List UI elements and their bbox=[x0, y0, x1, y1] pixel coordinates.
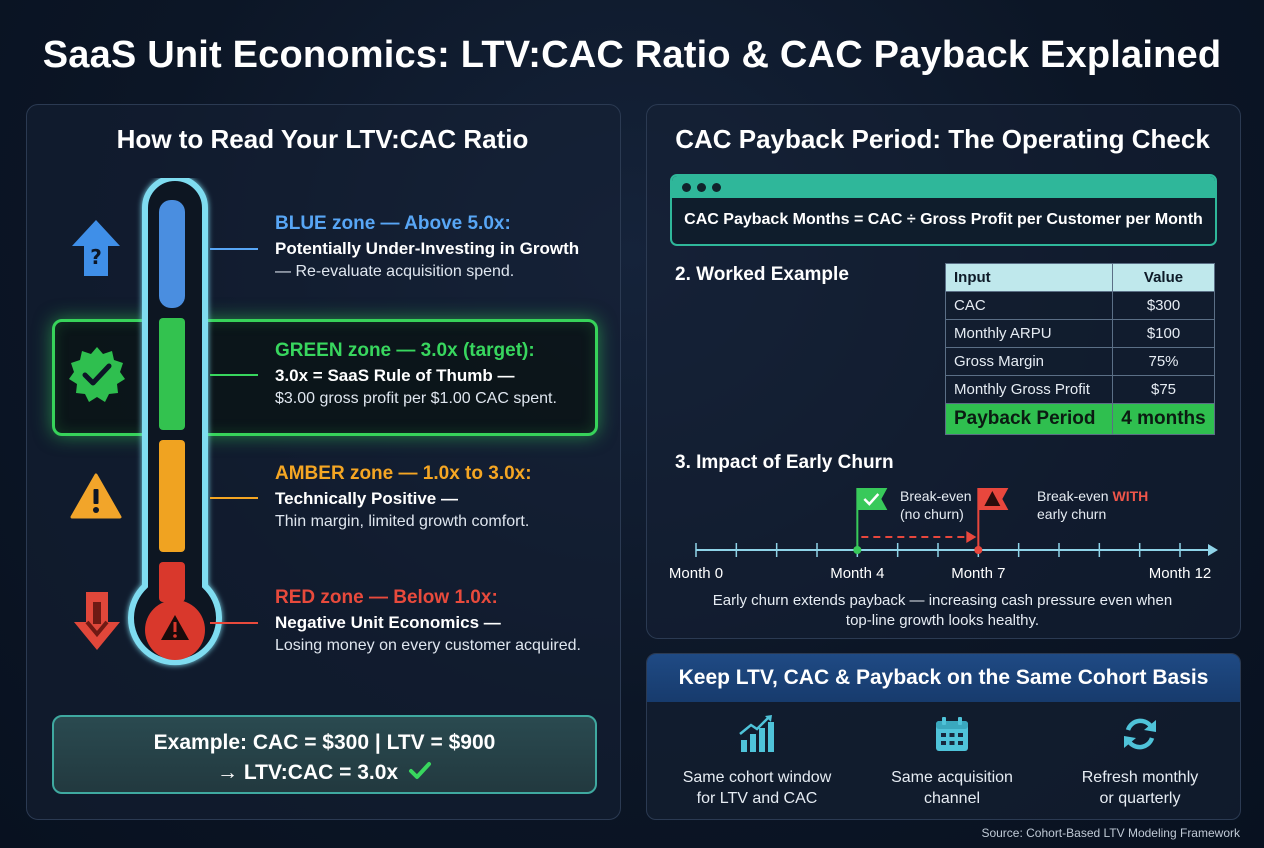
red-zone-line1: Negative Unit Economics — bbox=[275, 613, 501, 632]
green-zone-heading: GREEN zone — 3.0x (target): bbox=[275, 340, 535, 361]
cohort-item-refresh: Refresh monthly or quarterly bbox=[1045, 714, 1235, 809]
blue-zone-description: BLUE zone — Above 5.0x: Potentially Unde… bbox=[275, 213, 605, 281]
blue-zone-line1: Potentially Under-Investing in Growth bbox=[275, 239, 580, 258]
calendar-icon bbox=[936, 717, 968, 751]
cohort-item-window-line2: for LTV and CAC bbox=[696, 790, 818, 807]
worked-example-title: 2. Worked Example bbox=[675, 264, 849, 285]
payback-formula: CAC Payback Months = CAC ÷ Gross Profit … bbox=[684, 211, 1203, 228]
svg-text:?: ? bbox=[90, 245, 102, 269]
window-dot-icon bbox=[697, 183, 706, 192]
red-zone-heading: RED zone — Below 1.0x: bbox=[275, 587, 498, 608]
formula-title-bar bbox=[672, 176, 1215, 198]
thermometer-gauge bbox=[128, 178, 222, 666]
green-zone-connector bbox=[210, 374, 258, 376]
timeline-label-month-4: Month 4 bbox=[830, 565, 885, 582]
amber-zone-description: AMBER zone — 1.0x to 3.0x: Technically P… bbox=[275, 463, 605, 531]
blue-zone-heading: BLUE zone — Above 5.0x: bbox=[275, 213, 511, 234]
warning-triangle-icon bbox=[70, 473, 122, 519]
payback-formula-window: CAC Payback Months = CAC ÷ Gross Profit … bbox=[670, 174, 1217, 246]
payback-result-label: Payback Period bbox=[945, 403, 1113, 435]
table-cell-input: CAC bbox=[945, 291, 1113, 320]
window-dot-icon bbox=[682, 183, 691, 192]
timeline-label-month-7: Month 7 bbox=[951, 565, 1006, 582]
arrow-down-icon bbox=[74, 592, 120, 650]
table-row: Monthly ARPU $100 bbox=[945, 319, 1215, 348]
red-zone-connector bbox=[210, 622, 258, 624]
green-zone-line2: $3.00 gross profit per $1.00 CAC spent. bbox=[275, 390, 557, 407]
timeline-label-month-0: Month 0 bbox=[668, 565, 724, 582]
check-badge-icon bbox=[69, 347, 125, 402]
green-segment bbox=[159, 318, 185, 430]
blue-zone-connector bbox=[210, 248, 258, 250]
timeline-label-month-12: Month 12 bbox=[1148, 565, 1212, 582]
table-row: Gross Margin 75% bbox=[945, 347, 1215, 376]
worked-example-table: Input Value CAC $300 Monthly ARPU $100 G… bbox=[945, 263, 1215, 435]
source-note: Source: Cohort-Based LTV Modeling Framew… bbox=[981, 826, 1240, 840]
amber-zone-line2: Thin margin, limited growth comfort. bbox=[275, 513, 530, 530]
breakeven-no-churn-flag-icon bbox=[853, 488, 888, 554]
table-cell-value: 75% bbox=[1112, 347, 1215, 376]
amber-segment bbox=[159, 440, 185, 552]
early-churn-note-line2: top-line growth looks healthy. bbox=[845, 612, 1040, 629]
churn-delay-arrowhead bbox=[966, 531, 977, 543]
example-line1: Example: CAC = $300 | LTV = $900 bbox=[153, 731, 496, 754]
table-cell-input: Gross Margin bbox=[945, 347, 1113, 376]
table-header-input: Input bbox=[945, 263, 1113, 292]
green-zone-line1: 3.0x = SaaS Rule of Thumb — bbox=[275, 366, 515, 385]
table-row: CAC $300 bbox=[945, 291, 1215, 320]
table-cell-value: $100 bbox=[1112, 319, 1215, 348]
breakeven-with-churn-highlight: WITH bbox=[1112, 488, 1149, 504]
cohort-basis-panel: Keep LTV, CAC & Payback on the Same Coho… bbox=[646, 653, 1241, 820]
table-header-row: Input Value bbox=[945, 263, 1215, 292]
cohort-item-refresh-line1: Refresh monthly bbox=[1081, 769, 1199, 786]
cac-payback-panel-title: CAC Payback Period: The Operating Check bbox=[675, 124, 1210, 154]
table-cell-value: $300 bbox=[1112, 291, 1215, 320]
cohort-item-channel-line1: Same acquisition bbox=[891, 769, 1013, 786]
breakeven-with-churn-flag-icon bbox=[974, 488, 1009, 554]
ltv-cac-panel-title: How to Read Your LTV:CAC Ratio bbox=[116, 124, 529, 154]
red-segment bbox=[159, 562, 185, 602]
cohort-item-refresh-line2: or quarterly bbox=[1099, 790, 1181, 807]
example-line2: → LTV:CAC = 3.0x bbox=[217, 761, 399, 784]
early-churn-note-line1: Early churn extends payback — increasing… bbox=[712, 592, 1173, 609]
refresh-icon bbox=[1124, 718, 1156, 750]
breakeven-with-churn-label: Break-even WITH early churn bbox=[1037, 487, 1148, 523]
checkmark-icon bbox=[408, 762, 431, 779]
blue-segment bbox=[159, 200, 185, 308]
table-header-value: Value bbox=[1112, 263, 1215, 292]
bar-chart-icon bbox=[739, 715, 774, 752]
table-cell-input: Monthly ARPU bbox=[945, 319, 1113, 348]
cohort-item-channel-line2: channel bbox=[923, 790, 981, 807]
payback-result-row: Payback Period 4 months bbox=[945, 403, 1215, 435]
ltv-cac-panel bbox=[26, 104, 621, 820]
timeline-arrow-icon bbox=[1208, 544, 1218, 556]
cohort-item-window: Same cohort window for LTV and CAC bbox=[662, 714, 852, 809]
window-dot-icon bbox=[712, 183, 721, 192]
breakeven-with-churn-line1: Break-even bbox=[1037, 488, 1109, 504]
cohort-item-channel: Same acquisition channel bbox=[857, 714, 1047, 809]
breakeven-no-churn-label: Break-even (no churn) bbox=[900, 487, 972, 523]
cohort-basis-title: Keep LTV, CAC & Payback on the Same Coho… bbox=[647, 654, 1240, 702]
page-title: SaaS Unit Economics: LTV:CAC Ratio & CAC… bbox=[42, 34, 1222, 76]
table-cell-value: $75 bbox=[1112, 375, 1215, 404]
green-zone-description: GREEN zone — 3.0x (target): 3.0x = SaaS … bbox=[275, 340, 585, 408]
table-row: Monthly Gross Profit $75 bbox=[945, 375, 1215, 404]
breakeven-with-churn-line2: early churn bbox=[1037, 506, 1107, 522]
cohort-item-window-line1: Same cohort window bbox=[682, 769, 832, 786]
breakeven-no-churn-line1: Break-even bbox=[900, 488, 972, 504]
early-churn-title: 3. Impact of Early Churn bbox=[675, 452, 894, 473]
ltv-cac-example: Example: CAC = $300 | LTV = $900 → LTV:C… bbox=[52, 715, 597, 794]
early-churn-note: Early churn extends payback — increasing… bbox=[660, 591, 1225, 631]
red-zone-description: RED zone — Below 1.0x: Negative Unit Eco… bbox=[275, 587, 610, 655]
blue-zone-line2: — Re-evaluate acquisition spend. bbox=[275, 263, 515, 280]
amber-zone-connector bbox=[210, 497, 258, 499]
amber-zone-line1: Technically Positive — bbox=[275, 489, 458, 508]
breakeven-no-churn-line2: (no churn) bbox=[900, 506, 964, 522]
red-zone-line2: Losing money on every customer acquired. bbox=[275, 637, 581, 654]
payback-timeline bbox=[695, 488, 1218, 557]
amber-zone-heading: AMBER zone — 1.0x to 3.0x: bbox=[275, 463, 532, 484]
question-arrow-up-icon: ? bbox=[72, 220, 120, 276]
payback-result-value: 4 months bbox=[1112, 403, 1215, 435]
table-cell-input: Monthly Gross Profit bbox=[945, 375, 1113, 404]
